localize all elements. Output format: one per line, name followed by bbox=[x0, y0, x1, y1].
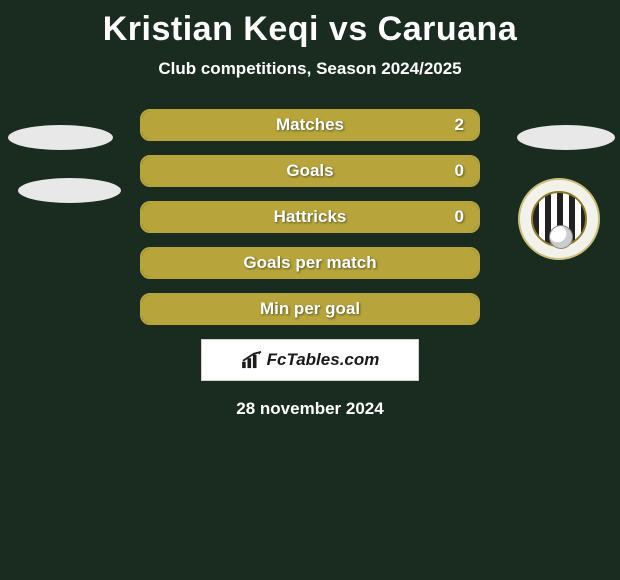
brand-text: FcTables.com bbox=[267, 350, 380, 370]
brand-chart-icon bbox=[241, 351, 263, 369]
crest-shield-icon bbox=[531, 191, 587, 247]
stat-bar-label: Goals bbox=[142, 157, 478, 185]
stat-bar: Goals per match bbox=[140, 247, 480, 279]
stat-bar-value: 2 bbox=[455, 111, 464, 139]
stat-bar-value: 0 bbox=[455, 157, 464, 185]
club-badge-right bbox=[518, 178, 600, 260]
comparison-bars: Matches2Goals0Hattricks0Goals per matchM… bbox=[140, 109, 480, 325]
stat-bar-label: Hattricks bbox=[142, 203, 478, 231]
player-avatar-right bbox=[517, 125, 615, 150]
stat-bar-label: Goals per match bbox=[142, 249, 478, 277]
club-badge-left bbox=[18, 178, 121, 203]
crest-ball-icon bbox=[549, 225, 573, 249]
page-title: Kristian Keqi vs Caruana bbox=[0, 0, 620, 49]
page-subtitle: Club competitions, Season 2024/2025 bbox=[0, 59, 620, 79]
stat-bar: Min per goal bbox=[140, 293, 480, 325]
stat-bar-value: 0 bbox=[455, 203, 464, 231]
brand-box[interactable]: FcTables.com bbox=[201, 339, 419, 381]
stat-bar: Matches2 bbox=[140, 109, 480, 141]
stat-bar: Hattricks0 bbox=[140, 201, 480, 233]
stat-bar-label: Min per goal bbox=[142, 295, 478, 323]
stat-bar: Goals0 bbox=[140, 155, 480, 187]
player-avatar-left bbox=[8, 125, 113, 150]
stat-bar-label: Matches bbox=[142, 111, 478, 139]
footer-date: 28 november 2024 bbox=[0, 399, 620, 419]
